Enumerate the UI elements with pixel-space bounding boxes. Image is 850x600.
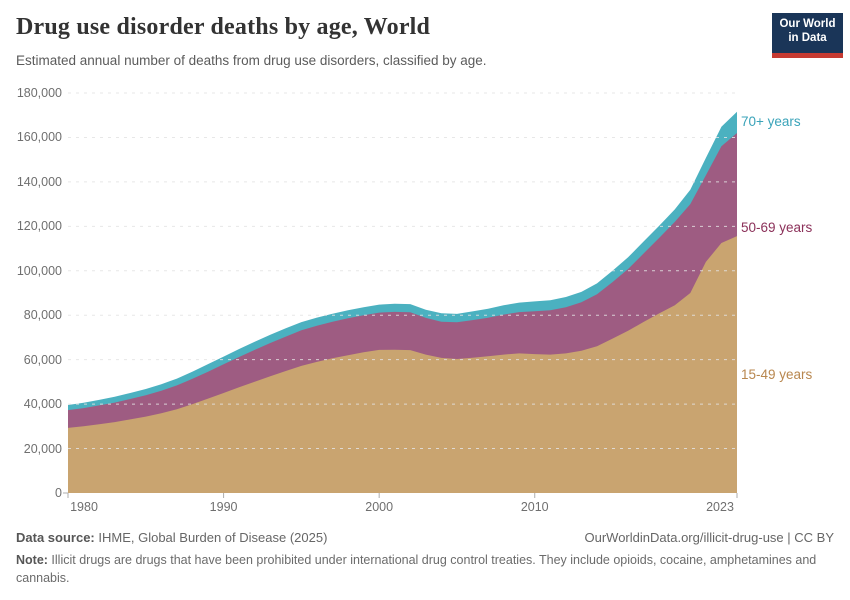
y-tick-label: 20,000 — [23, 441, 62, 456]
series-label-70-plus: 70+ years — [741, 114, 801, 130]
y-tick-label: 140,000 — [16, 174, 62, 189]
x-tick-label: 1990 — [209, 500, 238, 514]
footnote-label: Note: — [16, 553, 48, 567]
y-tick-label: 40,000 — [23, 397, 62, 412]
x-tick-label: 2010 — [520, 500, 549, 514]
owid-logo-line2: in Data — [788, 32, 827, 44]
footer: Data source: IHME, Global Burden of Dise… — [16, 529, 834, 546]
data-source-line: Data source: IHME, Global Burden of Dise… — [16, 529, 327, 546]
y-tick-label: 120,000 — [16, 219, 62, 234]
series-label-15-49: 15-49 years — [741, 366, 813, 382]
chart-canvas — [63, 92, 738, 498]
owid-logo-line1: Our World — [779, 18, 836, 30]
data-source-label: Data source: — [16, 530, 95, 545]
x-tick-label: 2000 — [365, 500, 394, 514]
page-title: Drug use disorder deaths by age, World — [16, 14, 431, 40]
x-tick-label: 2023 — [706, 500, 734, 514]
owid-logo[interactable]: Our World in Data — [772, 13, 843, 58]
y-tick-label: 100,000 — [16, 263, 62, 278]
owid-link[interactable]: OurWorldinData.org/illicit-drug-use | CC… — [584, 530, 835, 545]
y-tick-label: 0 — [55, 486, 62, 500]
x-tick-label: 1980 — [70, 500, 98, 514]
series-label-50-69: 50-69 years — [741, 219, 813, 235]
area-15-49-years[interactable] — [68, 236, 737, 493]
y-tick-label: 60,000 — [23, 352, 62, 367]
chart-subtitle: Estimated annual number of deaths from d… — [16, 53, 487, 68]
y-tick-label: 80,000 — [23, 308, 62, 323]
y-tick-label: 180,000 — [16, 86, 62, 100]
data-source-value: IHME, Global Burden of Disease (2025) — [94, 530, 328, 545]
y-tick-label: 160,000 — [16, 130, 62, 145]
footnote-value: Illicit drugs are drugs that have been p… — [16, 553, 817, 585]
footnote: Note: Illicit drugs are drugs that have … — [16, 551, 828, 587]
